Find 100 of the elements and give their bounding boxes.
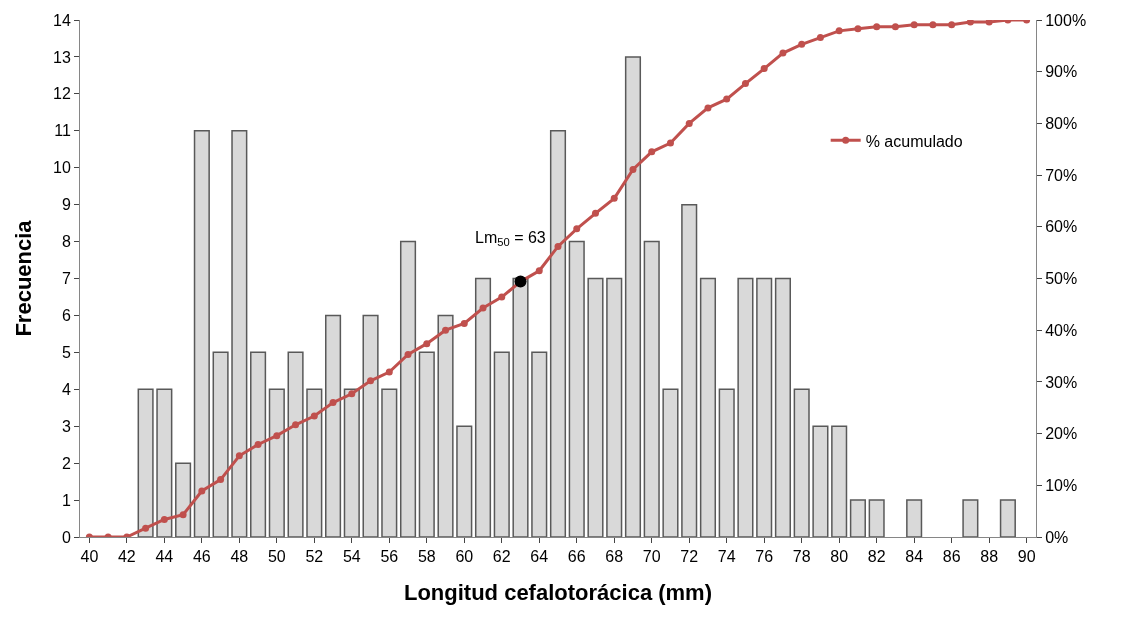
bar (343, 388, 360, 537)
bar (287, 351, 304, 537)
bar (718, 388, 735, 537)
point (535, 267, 543, 275)
point (479, 304, 487, 312)
bar (250, 351, 267, 537)
annotation: Lm$_{50}$ = 63 (475, 229, 546, 249)
y-tick-label: 2 (61, 454, 71, 472)
point (966, 20, 974, 26)
y-tick-label: 13 (53, 48, 71, 66)
point (948, 21, 956, 29)
bar (793, 388, 810, 537)
bar (662, 388, 679, 537)
point (460, 319, 468, 327)
x-tick-label: 70 (642, 548, 661, 566)
bar (268, 388, 285, 537)
x-tick-label: 84 (905, 548, 924, 566)
bar (137, 388, 154, 537)
bar (606, 277, 623, 537)
bar (831, 425, 848, 537)
y-axis-title: Frecuencia (10, 219, 36, 337)
point (929, 21, 937, 29)
x-tick-label: 46 (192, 548, 211, 566)
bar (493, 351, 510, 537)
bar (418, 351, 435, 537)
y-tick-label: 14 (53, 11, 71, 29)
y-tick-label: 7 (61, 270, 71, 288)
x-tick-label: 74 (717, 548, 736, 566)
y-tick-label: 8 (61, 233, 71, 251)
bar (512, 277, 529, 537)
y2-tick-label: 30% (1045, 373, 1078, 391)
bar (437, 314, 454, 537)
y2-tick-label: 20% (1045, 425, 1078, 443)
bar (381, 388, 398, 537)
bar (643, 240, 660, 537)
point (648, 148, 656, 156)
y2-tick-label: 50% (1045, 270, 1078, 288)
x-tick-label: 90 (1017, 548, 1036, 566)
x-tick-label: 44 (155, 548, 174, 566)
point (179, 511, 187, 519)
bar (962, 499, 979, 537)
y-tick-label: 3 (61, 417, 71, 435)
point (816, 34, 824, 42)
x-tick-label: 64 (530, 548, 549, 566)
bar (681, 203, 698, 537)
bar (325, 314, 342, 537)
bar (231, 130, 248, 537)
bar (624, 56, 642, 537)
bar (306, 388, 323, 537)
x-tick-label: 76 (755, 548, 774, 566)
bar (868, 499, 885, 537)
y-tick-label: 5 (61, 343, 71, 361)
x-tick-label: 66 (567, 548, 586, 566)
point (142, 524, 150, 532)
point (985, 20, 993, 26)
bar (737, 277, 754, 537)
y-tick-label: 6 (61, 307, 71, 325)
y2-tick-label: 60% (1045, 218, 1078, 236)
point (404, 351, 412, 358)
y2-tick-label: 0% (1045, 528, 1069, 546)
point (629, 165, 637, 173)
y-tick-label: 10 (53, 159, 71, 177)
point (835, 27, 843, 35)
bar (699, 277, 717, 537)
x-tick-label: 86 (942, 548, 961, 566)
point (760, 65, 768, 73)
point (254, 440, 262, 448)
point (554, 242, 562, 250)
point (442, 326, 450, 334)
bar (568, 240, 585, 537)
bar (456, 425, 473, 537)
point (854, 25, 862, 33)
point (779, 49, 787, 57)
x-tick-label: 56 (380, 548, 399, 566)
bar (849, 499, 866, 537)
x-tick-label: 60 (455, 548, 474, 566)
point (873, 23, 881, 31)
bar (587, 277, 604, 537)
x-tick-label: 88 (980, 548, 999, 566)
y-tick-label: 12 (53, 85, 71, 103)
x-axis-title: Longitud cefalotorácica (mm) (403, 580, 713, 606)
bar (906, 499, 923, 537)
x-tick-label: 80 (830, 548, 849, 566)
y2-tick-label: 40% (1045, 321, 1078, 339)
point (273, 432, 281, 440)
point (498, 293, 506, 301)
x-tick-label: 72 (680, 548, 699, 566)
point (198, 487, 206, 495)
x-tick-label: 40 (80, 548, 99, 566)
point (741, 80, 749, 88)
x-tick-label: 48 (230, 548, 249, 566)
point (723, 95, 731, 103)
point (235, 452, 243, 460)
x-tick-label: 82 (867, 548, 886, 566)
point (423, 340, 431, 348)
bar (812, 425, 829, 537)
bar (175, 462, 192, 537)
bar (362, 314, 379, 537)
bar (999, 499, 1016, 537)
y2-tick-label: 10% (1045, 476, 1078, 494)
